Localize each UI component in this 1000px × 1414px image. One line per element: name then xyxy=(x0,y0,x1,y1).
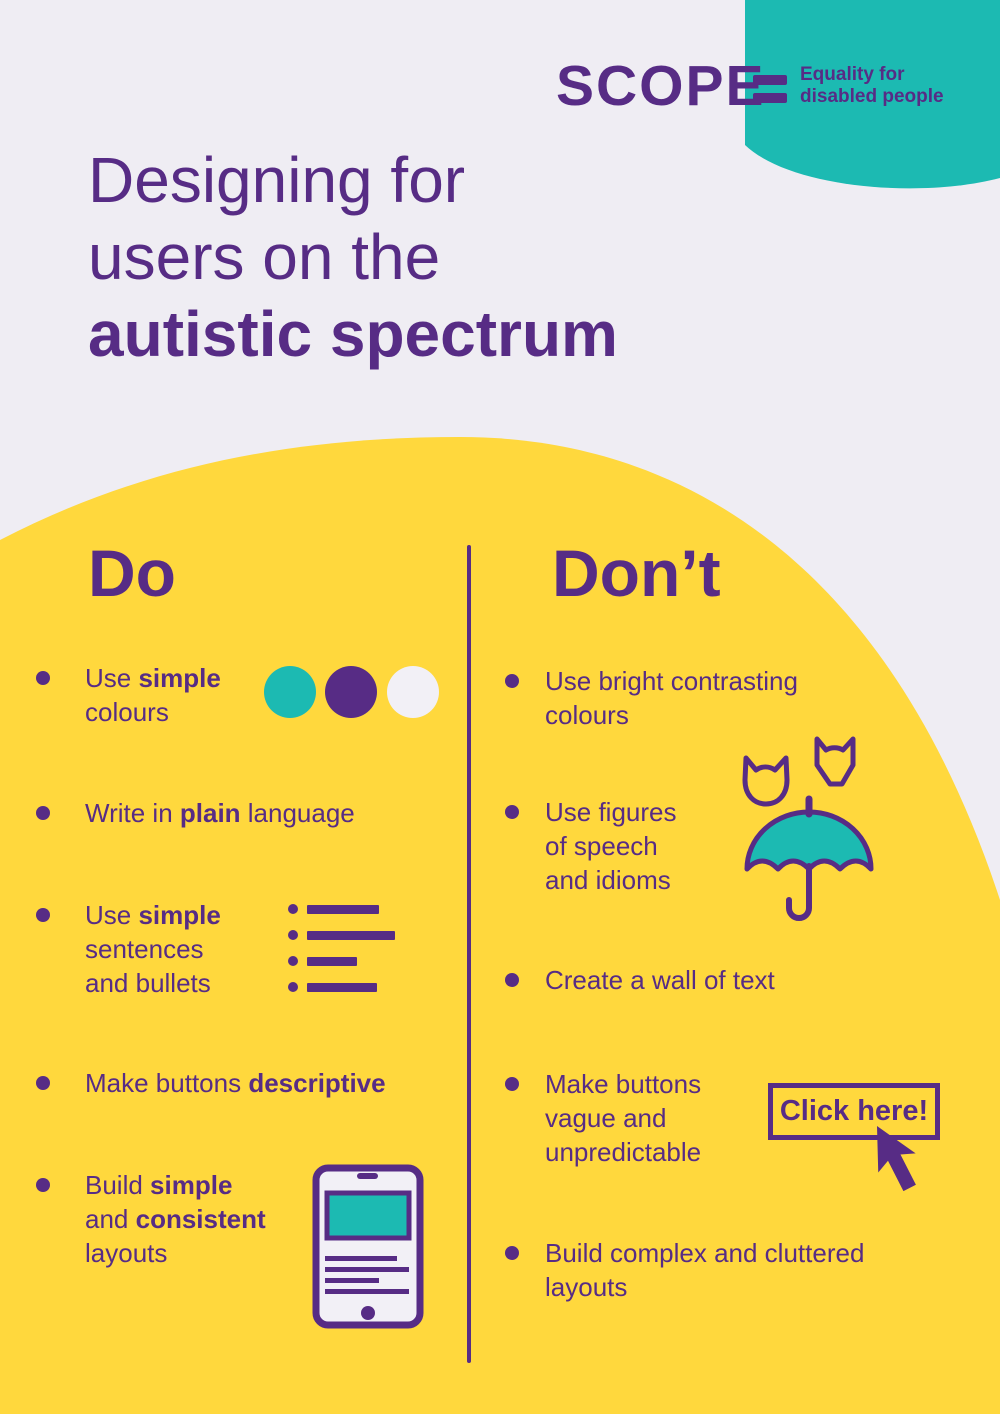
bullet-dot xyxy=(36,671,50,685)
page-title: Designing for users on the autistic spec… xyxy=(88,142,618,373)
list-item-use-bright-contrasting-colours: Use bright contrasting colours xyxy=(505,664,798,732)
tagline-line-2: disabled people xyxy=(800,86,944,107)
title-line-2: users on the xyxy=(88,221,441,293)
list-item-text: Build simple and consistent layouts xyxy=(85,1170,266,1268)
bullet-dot xyxy=(505,1077,519,1091)
list-item-use-simple-colours: Use simple colours xyxy=(36,661,221,729)
list-item-text: Make buttons descriptive xyxy=(85,1068,386,1098)
list-item-write-in-plain-language: Write in plain language xyxy=(36,796,355,830)
list-item-text: Use figures of speech and idioms xyxy=(545,797,677,895)
bullet-dot xyxy=(36,806,50,820)
logo-tagline: Equality for disabled people xyxy=(800,64,944,108)
yellow-blob xyxy=(0,437,1000,1414)
bullet-dot xyxy=(505,805,519,819)
equals-icon xyxy=(753,75,787,103)
list-item-text: Make buttons vague and unpredictable xyxy=(545,1069,702,1167)
dont-heading: Don’t xyxy=(552,536,721,610)
list-item-use-simple-sentences-and-bullets: Use simple sentences and bullets xyxy=(36,898,221,1000)
list-item-make-buttons-vague-and-unpredictable: Make buttons vague and unpredictable xyxy=(505,1067,701,1169)
list-item-build-complex-and-cluttered-layouts: Build complex and cluttered layouts xyxy=(505,1236,864,1304)
tagline-line-1: Equality for xyxy=(800,64,905,85)
list-item-text: Use bright contrasting colours xyxy=(545,666,798,730)
bullet-dot xyxy=(36,908,50,922)
list-item-text: Use simple colours xyxy=(85,663,221,727)
list-item-create-a-wall-of-text: Create a wall of text xyxy=(505,963,775,997)
click-here-label: Click here! xyxy=(779,1095,929,1127)
bullet-dot xyxy=(505,973,519,987)
list-item-text: Write in plain language xyxy=(85,798,355,828)
list-item-text: Build complex and cluttered layouts xyxy=(545,1238,865,1302)
list-item-text: Use simple sentences and bullets xyxy=(85,900,221,998)
scope-logo-text: SCOPE xyxy=(556,54,766,118)
bullet-dot xyxy=(36,1178,50,1192)
list-item-text: Create a wall of text xyxy=(545,965,775,995)
title-line-3: autistic spectrum xyxy=(88,298,618,370)
list-item-build-simple-consistent-layouts: Build simple and consistent layouts xyxy=(36,1168,266,1270)
bullet-dot xyxy=(505,674,519,688)
list-item-use-figures-of-speech-and-idioms: Use figures of speech and idioms xyxy=(505,795,677,897)
title-line-1: Designing for xyxy=(88,144,466,216)
click-here-button[interactable]: Click here! xyxy=(768,1083,940,1140)
list-item-make-buttons-descriptive: Make buttons descriptive xyxy=(36,1066,386,1100)
do-heading: Do xyxy=(88,536,176,610)
teal-corner-blob xyxy=(745,0,1000,189)
bullet-dot xyxy=(36,1076,50,1090)
bullet-dot xyxy=(505,1246,519,1260)
scope-logo: SCOPE xyxy=(556,56,766,116)
column-divider xyxy=(467,545,471,1363)
